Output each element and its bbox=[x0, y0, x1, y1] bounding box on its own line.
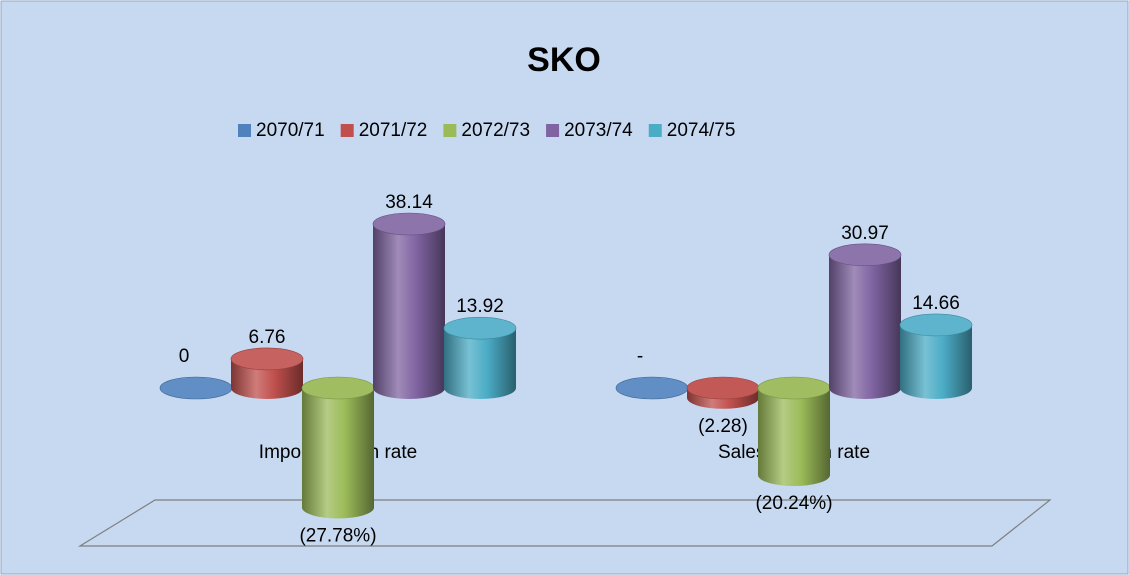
cylinder-body bbox=[302, 388, 374, 508]
data-label: 13.92 bbox=[456, 296, 504, 317]
legend-label: 2072/73 bbox=[461, 120, 530, 141]
legend-swatch bbox=[238, 124, 251, 137]
cylinder-top bbox=[443, 316, 517, 340]
legend-label: 2073/74 bbox=[564, 120, 633, 141]
floor bbox=[77, 499, 1052, 547]
cylinder-top bbox=[230, 347, 304, 371]
legend-label: 2070/71 bbox=[256, 120, 325, 141]
data-label: (27.78%) bbox=[299, 525, 376, 546]
cylinder-top bbox=[757, 376, 831, 400]
data-label: (2.28) bbox=[698, 416, 748, 437]
legend-swatch bbox=[340, 124, 354, 137]
data-label: 6.76 bbox=[249, 327, 286, 348]
cylinder-body bbox=[829, 254, 901, 388]
cylinder-top bbox=[372, 212, 446, 236]
cylinder-top bbox=[686, 376, 760, 400]
legend-swatch bbox=[443, 124, 457, 137]
data-label: 0 bbox=[179, 346, 190, 367]
cylinder-top bbox=[828, 243, 902, 267]
data-label: (20.24%) bbox=[755, 493, 832, 514]
data-label: - bbox=[637, 346, 643, 367]
legend-swatch bbox=[648, 124, 662, 137]
data-label: 14.66 bbox=[912, 293, 960, 314]
data-label: 30.97 bbox=[841, 223, 889, 244]
cylinder-top bbox=[899, 313, 973, 337]
legend-swatch bbox=[546, 124, 560, 137]
data-label: 38.14 bbox=[385, 192, 433, 213]
legend-label: 2074/75 bbox=[667, 120, 736, 141]
cylinder-body bbox=[373, 223, 445, 388]
cylinder-top bbox=[159, 376, 233, 400]
legend-label: 2071/72 bbox=[359, 120, 428, 141]
cylinder-top bbox=[615, 376, 689, 400]
chart-title: SKO bbox=[527, 41, 601, 79]
cylinder-body bbox=[758, 388, 830, 476]
cylinder-top bbox=[301, 376, 375, 400]
